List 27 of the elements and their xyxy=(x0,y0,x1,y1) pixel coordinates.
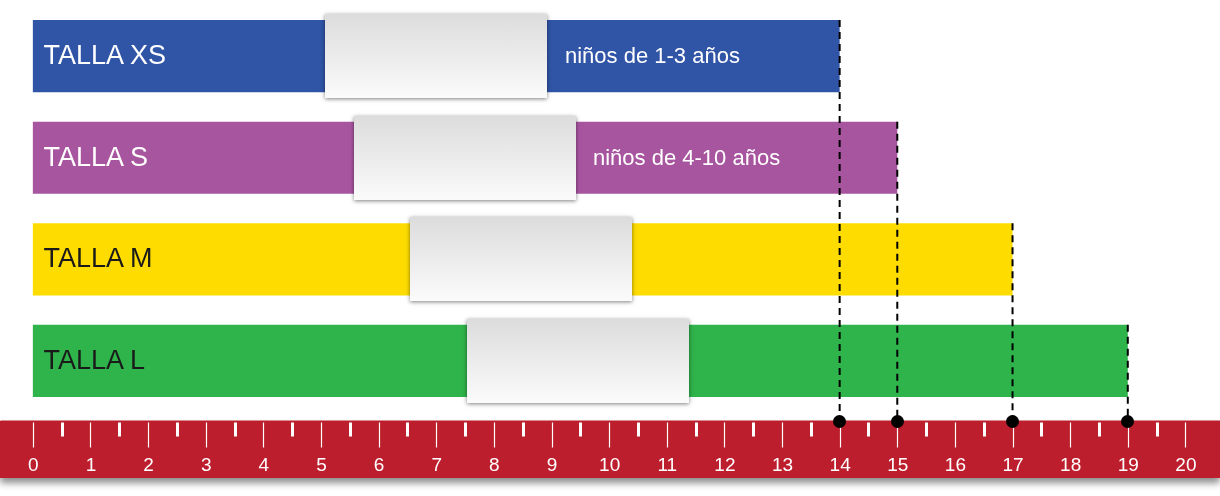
x-tick-label: 5 xyxy=(316,453,327,475)
annotation: niños de 4-10 años xyxy=(593,144,781,170)
y-tick-label: TALLA S xyxy=(43,141,149,172)
x-tick-label: 14 xyxy=(829,453,852,475)
x-tick-label: 16 xyxy=(944,453,966,475)
x-tick-label: 6 xyxy=(373,453,385,475)
x-tick-label: 0 xyxy=(28,453,39,475)
y-tick-label: TALLA M xyxy=(43,243,153,274)
y-tick-label: TALLA L xyxy=(43,344,146,375)
x-tick-label: 3 xyxy=(200,453,212,475)
x-tick-label: 4 xyxy=(258,453,270,475)
x-tick-label: 8 xyxy=(489,453,500,475)
x-tick-label: 12 xyxy=(714,453,736,475)
x-tick-label: 10 xyxy=(599,453,621,475)
x-tick-label: 1 xyxy=(85,453,97,475)
x-tick-label: 11 xyxy=(657,453,678,475)
annotation: niños de 1-3 años xyxy=(565,43,740,69)
x-tick-label: 20 xyxy=(1175,453,1197,475)
x-tick-label: 18 xyxy=(1060,453,1082,475)
x-tick-label: 9 xyxy=(546,453,558,475)
x-tick-label: 17 xyxy=(1002,453,1024,475)
y-tick-label: TALLA XS xyxy=(43,40,167,71)
x-tick-label: 19 xyxy=(1117,453,1139,475)
x-tick-label: 2 xyxy=(143,453,154,475)
x-tick-label: 15 xyxy=(887,453,909,475)
x-tick-label: 7 xyxy=(431,453,443,475)
x-tick-label: 13 xyxy=(771,453,794,475)
